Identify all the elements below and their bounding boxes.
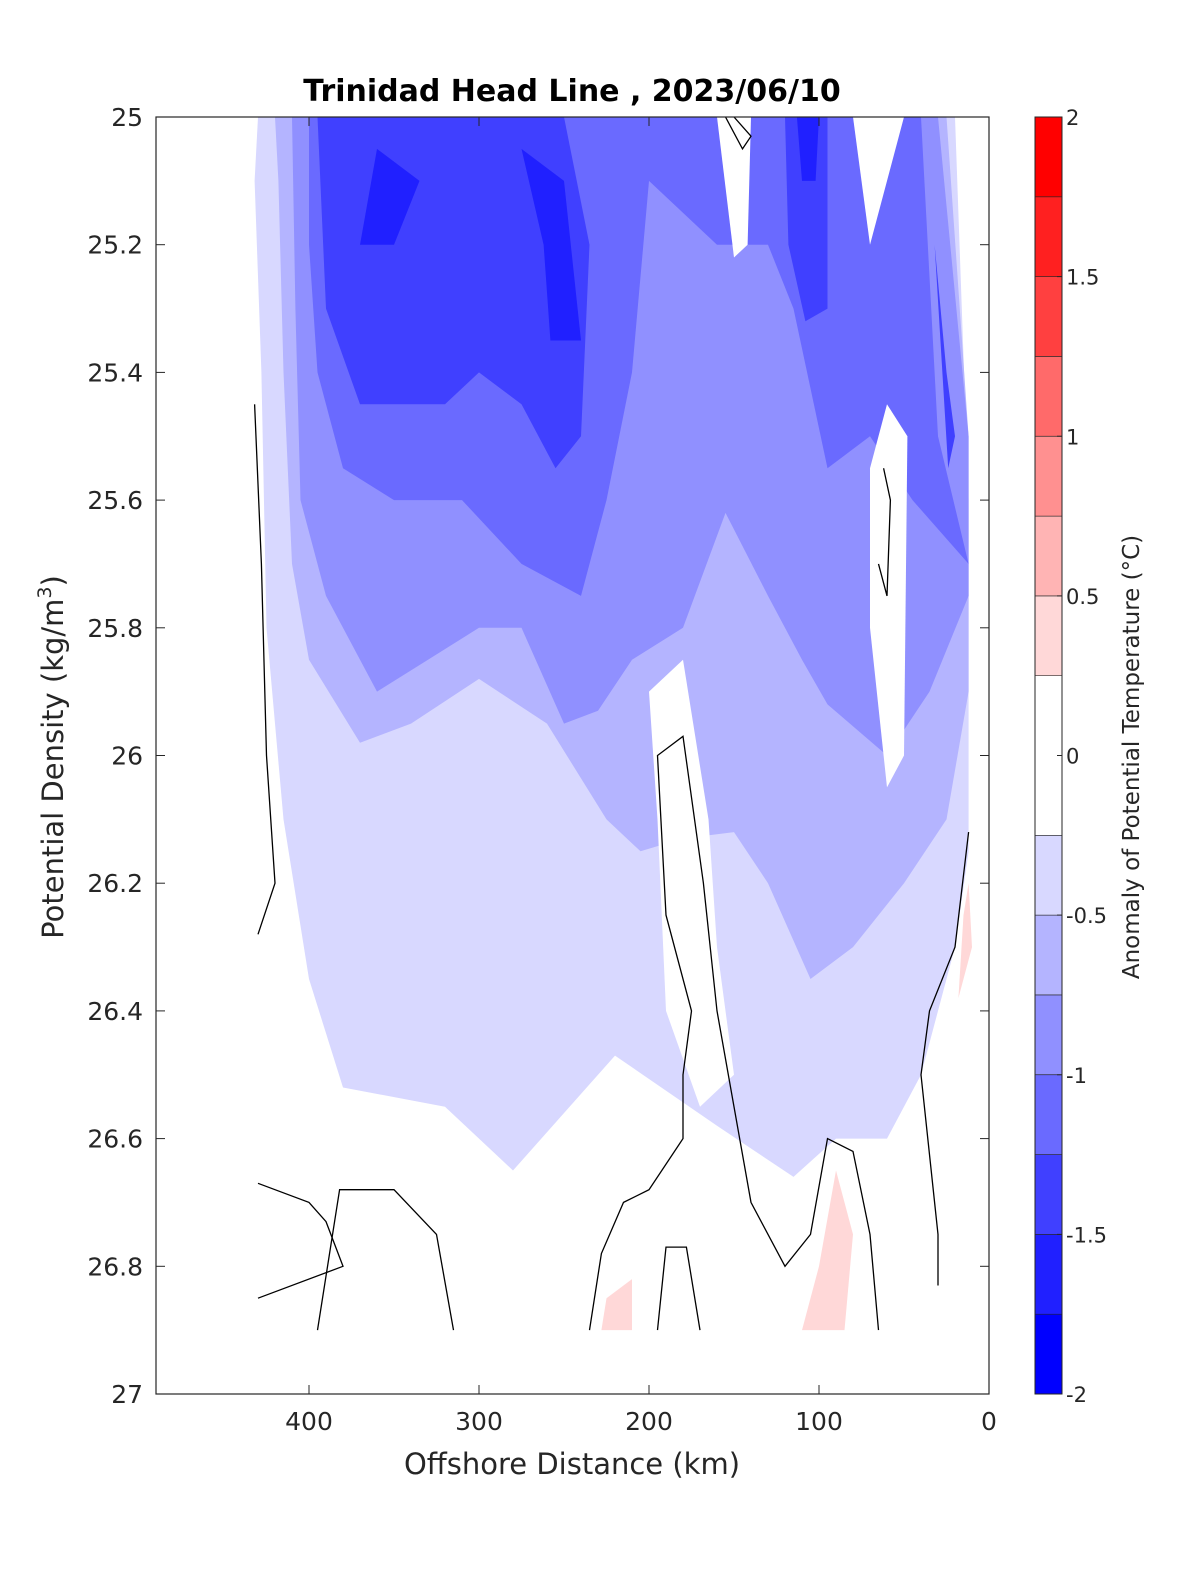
y-tick-label: 27 <box>111 1380 143 1409</box>
contour-region-7 <box>785 117 828 322</box>
contour-region-16 <box>802 1170 853 1331</box>
colorbar-block-12 <box>1034 276 1063 357</box>
contour-fill-layer <box>254 117 972 1331</box>
chart-title: Trinidad Head Line , 2023/06/10 <box>303 74 840 109</box>
colorbar-block-3 <box>1034 1074 1063 1155</box>
colorbar-tick-label: 0 <box>1066 745 1079 769</box>
colorbar-block-8 <box>1034 595 1063 677</box>
colorbar-blocks <box>1034 116 1063 1395</box>
colorbar: -2 -1.5 -1 -0.5 0 0.5 1 1.5 2 Anomaly of Potenti… <box>1034 106 1145 1407</box>
x-axis: 400 300 200 100 0 <box>285 117 997 1436</box>
colorbar-block-11 <box>1034 356 1063 437</box>
colorbar-tick-label: 0.5 <box>1066 585 1099 609</box>
y-tick-label: 25.8 <box>87 614 143 643</box>
x-tick-label: 300 <box>455 1407 503 1436</box>
y-tick-label: 26.6 <box>87 1125 143 1154</box>
contour-line-4 <box>656 1246 701 1331</box>
contour-line-layer <box>253 117 970 1331</box>
contour-region-13 <box>649 659 734 1107</box>
colorbar-block-6 <box>1034 834 1063 916</box>
y-tick-label: 26.2 <box>87 869 143 898</box>
colorbar-block-13 <box>1034 196 1063 277</box>
colorbar-block-1 <box>1034 1234 1063 1315</box>
colorbar-tick-label: -1.5 <box>1066 1223 1107 1247</box>
contour-line-6 <box>920 832 970 1286</box>
y-axis-label-main: Potential Density (kg/m <box>36 599 70 939</box>
colorbar-block-2 <box>1034 1154 1063 1235</box>
contour-region-8 <box>796 117 819 181</box>
colorbar-tick-label: 1.5 <box>1066 266 1099 290</box>
colorbar-block-5 <box>1034 914 1063 996</box>
colorbar-tick-label: 1 <box>1066 425 1079 449</box>
colorbar-tick-label: -0.5 <box>1066 904 1107 928</box>
colorbar-block-0 <box>1034 1313 1063 1395</box>
colorbar-label: Anomaly of Potential Temperature (°C) <box>1119 535 1145 979</box>
x-tick-label: 200 <box>625 1407 673 1436</box>
y-tick-label: 26 <box>111 742 143 771</box>
contour-line-1 <box>257 1182 344 1299</box>
contour-region-14 <box>866 1042 896 1126</box>
plot-area <box>155 116 990 1395</box>
y-tick-label: 25.2 <box>87 231 143 260</box>
contour-region-5 <box>360 148 420 245</box>
colorbar-block-10 <box>1034 435 1063 517</box>
contour-line-3 <box>588 735 880 1331</box>
x-tick-label: 100 <box>795 1407 843 1436</box>
colorbar-ticks: -2 -1.5 -1 -0.5 0 0.5 1 1.5 2 <box>1057 106 1107 1407</box>
contour-region-6 <box>521 148 581 341</box>
contour-region-10 <box>717 117 751 258</box>
y-axis: 25 25.2 25.4 25.6 25.8 26 26.2 26.4 26.6 26.8 27 <box>87 103 989 1409</box>
contour-region-15 <box>601 1279 632 1331</box>
y-tick-label: 25.4 <box>87 358 143 387</box>
contour-line-2 <box>316 1189 455 1331</box>
colorbar-tick-label: -2 <box>1066 1383 1087 1407</box>
y-axis-label-superscript: 3 <box>34 586 56 598</box>
y-tick-label: 25.6 <box>87 486 143 515</box>
y-axis-label-close: ) <box>36 575 70 586</box>
colorbar-block-9 <box>1034 515 1063 597</box>
colorbar-tick-label: 2 <box>1066 106 1079 130</box>
y-tick-label: 26.8 <box>87 1252 143 1281</box>
y-tick-label: 25 <box>111 103 143 132</box>
contour-line-0 <box>253 404 276 935</box>
contour-line-7 <box>724 117 752 151</box>
colorbar-block-14 <box>1034 116 1063 198</box>
contour-region-12 <box>870 404 908 788</box>
x-tick-label: 400 <box>285 1407 333 1436</box>
y-tick-label: 26.4 <box>87 997 143 1026</box>
y-axis-label: Potential Density (kg/m3) <box>34 575 70 939</box>
contour-region-11 <box>853 117 904 245</box>
colorbar-block-4 <box>1034 994 1063 1076</box>
contour-region-9 <box>934 244 955 469</box>
x-tick-label: 0 <box>981 1407 997 1436</box>
colorbar-tick-label: -1 <box>1066 1064 1087 1088</box>
contour-line-5 <box>877 468 892 597</box>
x-axis-label: Offshore Distance (km) <box>404 1447 740 1481</box>
contour-region-17 <box>958 883 972 999</box>
